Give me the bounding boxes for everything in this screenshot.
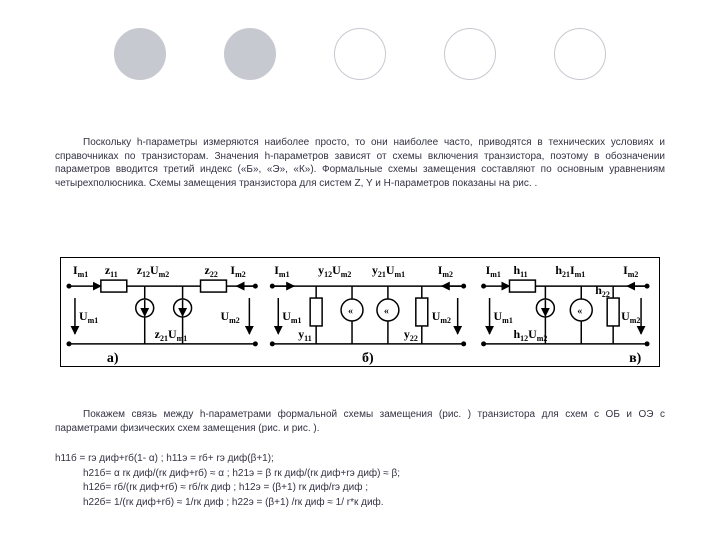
- panel-c: « Im1 h11 h21Im1 h22 Im2 Um1 h12Um2 Um2 …: [481, 263, 649, 366]
- equivalent-circuits-figure: Im1 z11 z12Um2 z22 Im2 Um1 z21Um1 Um2 а): [60, 257, 660, 367]
- svg-text:y12Um2: y12Um2: [318, 263, 351, 279]
- panel-b: « « Im1 y12Um2 y21Um1 Im2 Um1: [270, 263, 466, 366]
- svg-text:Um2: Um2: [621, 309, 640, 325]
- svg-text:«: «: [384, 306, 389, 317]
- svg-text:Im2: Im2: [623, 263, 638, 279]
- svg-text:Im2: Im2: [438, 263, 453, 279]
- svg-text:«: «: [577, 306, 582, 317]
- circle-2: [224, 28, 276, 80]
- svg-text:Im1: Im1: [486, 263, 501, 279]
- svg-text:h12Um2: h12Um2: [513, 327, 547, 343]
- circle-1: [114, 28, 166, 80]
- eq-line-3: h12б= rб/(rк диф+rб) ≈ rб/rк диф ; h12э …: [55, 481, 665, 496]
- svg-text:Um2: Um2: [432, 309, 451, 325]
- svg-text:z11: z11: [105, 263, 118, 279]
- eq-line-4: h22б= 1/(rк диф+rб) ≈ 1/rк диф ; h22э = …: [55, 496, 665, 511]
- svg-text:y22: y22: [404, 327, 418, 343]
- svg-text:в): в): [629, 351, 642, 366]
- eq-line-2: h21б= α rк диф/(rк диф+rб) ≈ α ; h21э = …: [55, 467, 665, 482]
- svg-text:а): а): [107, 351, 119, 366]
- svg-text:Um1: Um1: [282, 309, 301, 325]
- circle-4: [444, 28, 496, 80]
- paragraph-1: Поскольку h-параметры измеряются наиболе…: [55, 136, 665, 190]
- svg-text:б): б): [362, 351, 374, 366]
- svg-text:z12Um2: z12Um2: [137, 263, 170, 279]
- circle-5: [554, 28, 606, 80]
- svg-text:Um1: Um1: [494, 309, 513, 325]
- circuit-svg: Im1 z11 z12Um2 z22 Im2 Um1 z21Um1 Um2 а): [61, 258, 659, 366]
- svg-text:Um2: Um2: [220, 309, 239, 325]
- svg-text:«: «: [348, 306, 353, 317]
- svg-text:Im1: Im1: [274, 263, 289, 279]
- svg-text:Im1: Im1: [73, 263, 88, 279]
- equations-block: h11б = rэ диф+rб(1- α) ; h11э = rб+ rэ д…: [55, 452, 665, 510]
- svg-text:y11: y11: [298, 327, 312, 343]
- svg-text:y21Um1: y21Um1: [372, 263, 405, 279]
- svg-text:z22: z22: [205, 263, 218, 279]
- svg-text:h21Im1: h21Im1: [555, 263, 585, 279]
- svg-text:h11: h11: [513, 263, 527, 279]
- decor-circles: [0, 28, 720, 80]
- panel-a: Im1 z11 z12Um2 z22 Im2 Um1 z21Um1 Um2 а): [66, 263, 257, 366]
- circle-3: [334, 28, 386, 80]
- svg-text:Um1: Um1: [79, 309, 98, 325]
- page: Поскольку h-параметры измеряются наиболе…: [0, 0, 720, 540]
- eq-line-1: h11б = rэ диф+rб(1- α) ; h11э = rб+ rэ д…: [55, 452, 665, 467]
- svg-text:Im2: Im2: [230, 263, 245, 279]
- paragraph-2: Покажем связь между h-параметрами формал…: [55, 408, 665, 435]
